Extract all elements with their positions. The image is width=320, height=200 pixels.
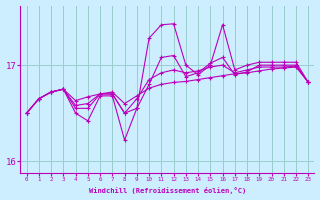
X-axis label: Windchill (Refroidissement éolien,°C): Windchill (Refroidissement éolien,°C) bbox=[89, 187, 246, 194]
